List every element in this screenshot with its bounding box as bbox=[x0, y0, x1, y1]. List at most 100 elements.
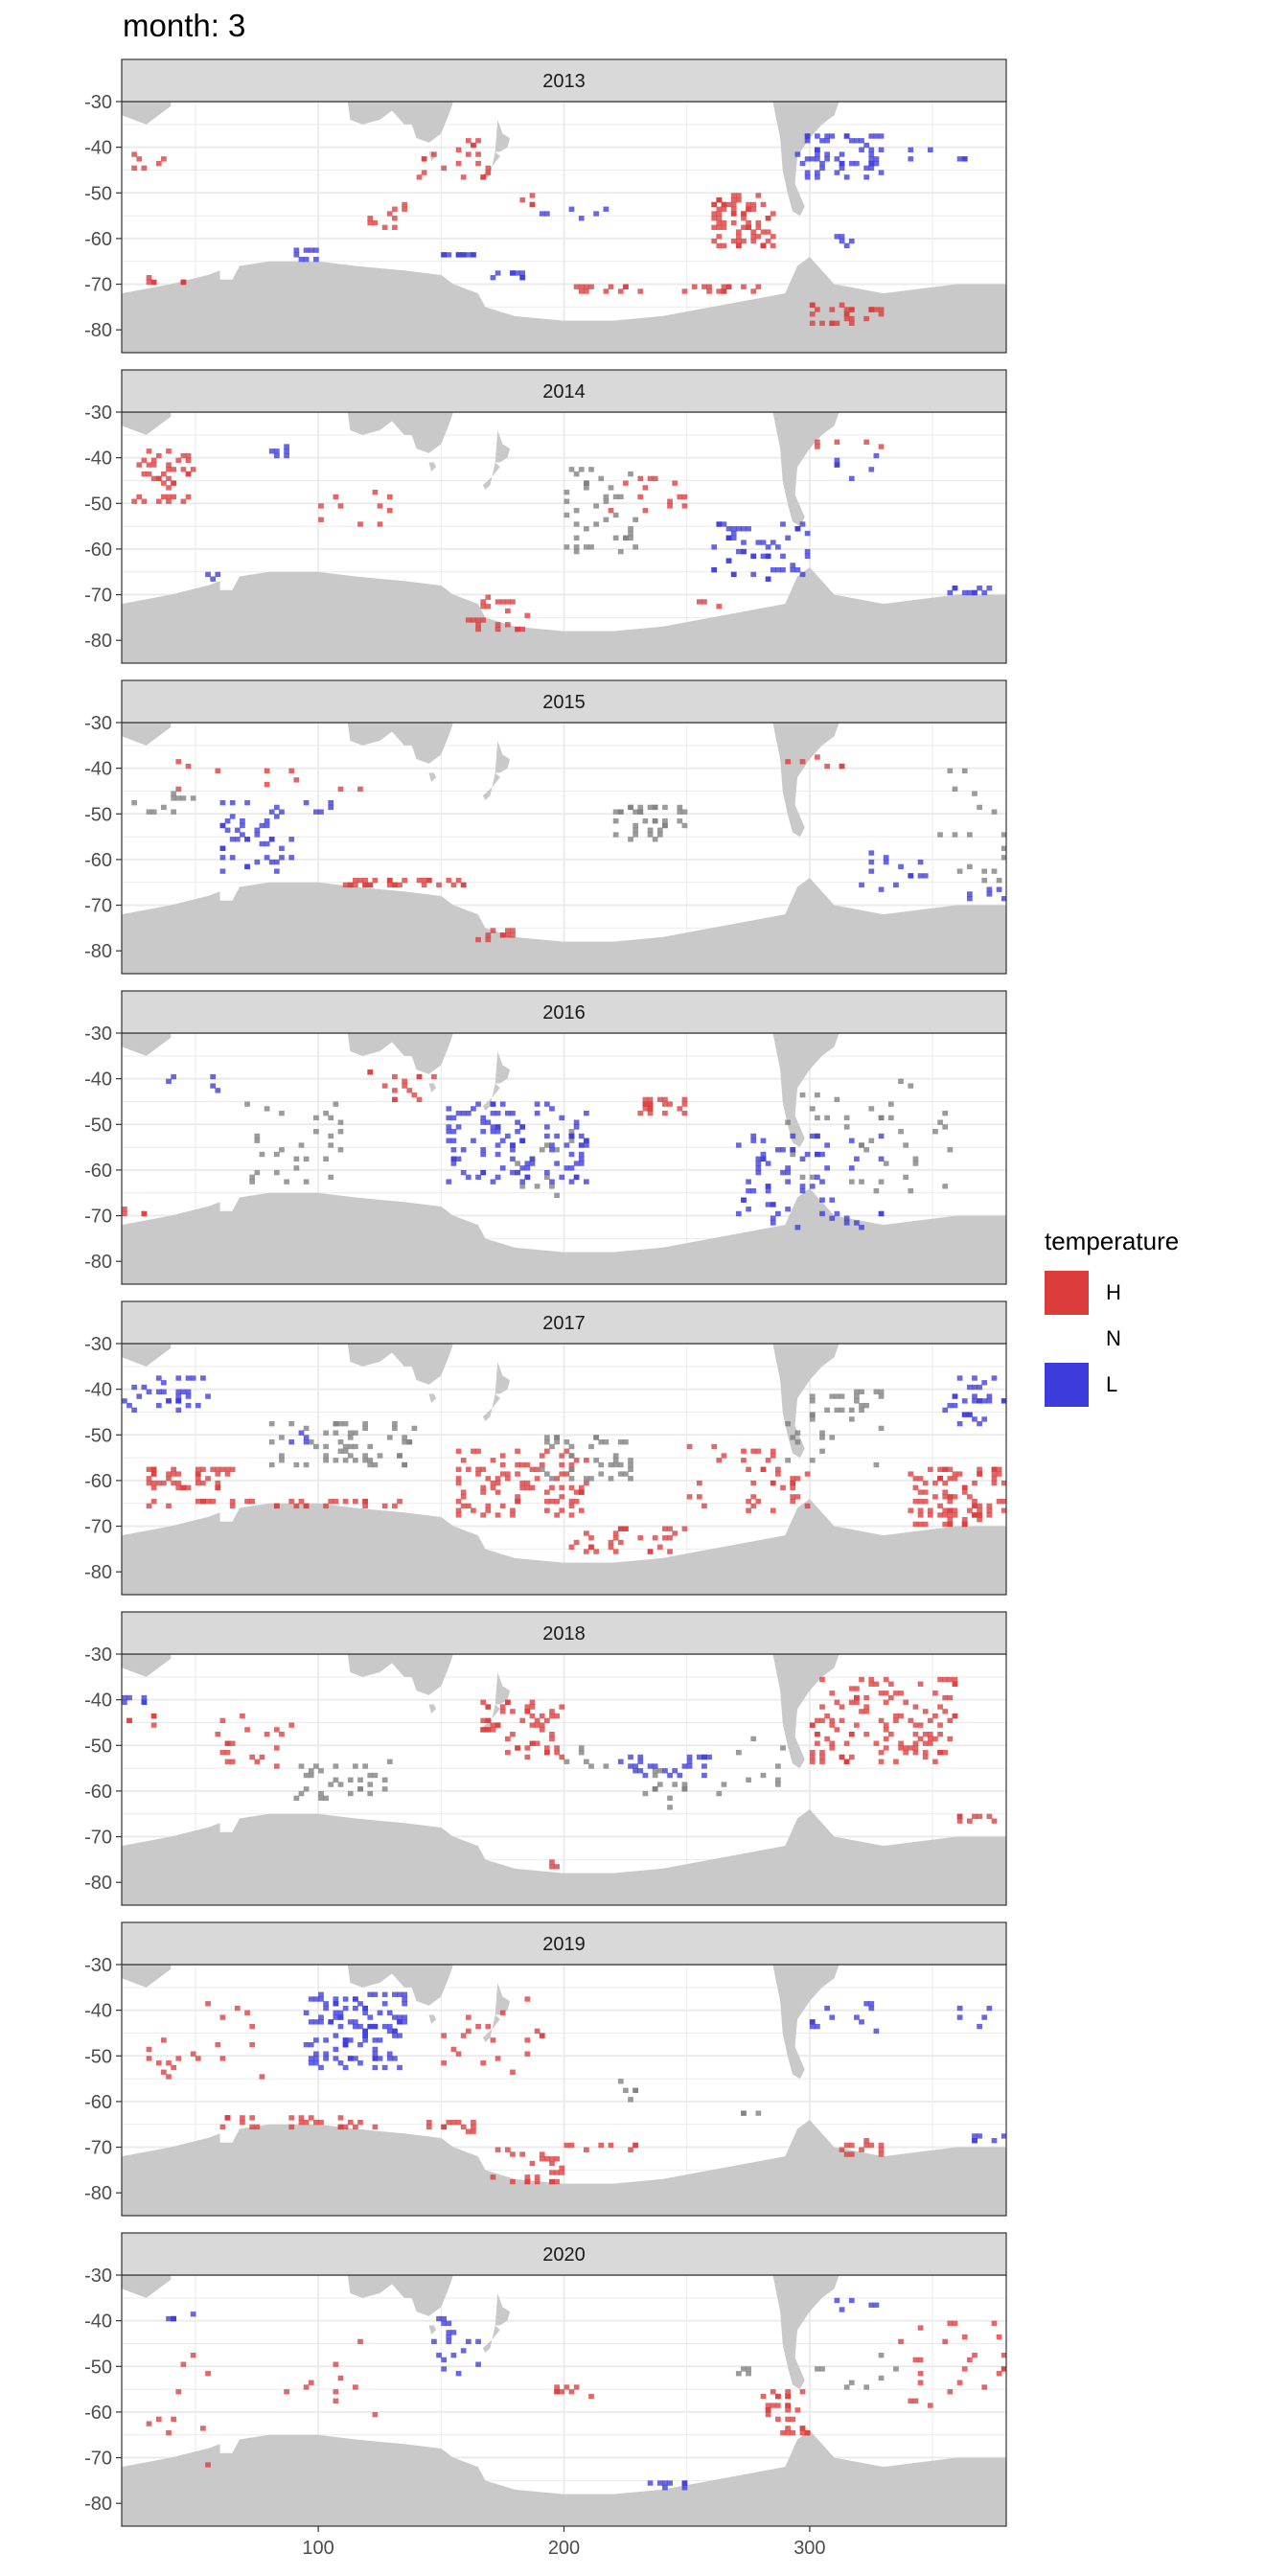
heat-cell-h bbox=[819, 320, 825, 327]
heat-cell-h bbox=[750, 238, 757, 244]
heat-cell-h bbox=[323, 1503, 329, 1509]
heat-cell-h bbox=[578, 1489, 585, 1495]
heat-cell-h bbox=[863, 1704, 870, 1710]
heat-cell-l bbox=[471, 252, 476, 258]
heat-cell-l bbox=[725, 535, 732, 540]
heat-cell-l bbox=[353, 1996, 358, 2002]
heat-cell-l bbox=[284, 444, 289, 449]
heat-cell-h bbox=[499, 932, 506, 938]
heat-cell-h bbox=[386, 508, 393, 514]
heat-cell-l bbox=[952, 1393, 958, 1399]
heat-cell-l bbox=[785, 1169, 791, 1176]
heat-cell-l bbox=[510, 1156, 516, 1162]
heat-cell-h bbox=[942, 1480, 949, 1486]
heat-cell-l bbox=[318, 809, 324, 815]
heat-cell-n bbox=[662, 818, 668, 824]
heat-cell-h bbox=[972, 1498, 978, 1505]
heat-cell-h bbox=[961, 1489, 968, 1495]
heat-cell-l bbox=[254, 859, 261, 865]
heat-cell-h bbox=[573, 2384, 580, 2390]
heat-cell-h bbox=[406, 1088, 413, 1093]
heat-cell-h bbox=[863, 1731, 870, 1737]
heat-cell-h bbox=[961, 2334, 968, 2340]
heat-cell-l bbox=[829, 133, 836, 139]
land-mass-0 bbox=[122, 1808, 1006, 1905]
heat-cell-n bbox=[903, 1142, 909, 1148]
heat-cell-h bbox=[534, 1722, 540, 1728]
heat-cell-h bbox=[952, 1494, 958, 1500]
heat-cell-h bbox=[161, 1480, 167, 1486]
heat-cell-h bbox=[883, 1676, 889, 1683]
heat-cell-l bbox=[362, 2010, 368, 2015]
heat-cell-l bbox=[815, 2023, 820, 2030]
heat-cell-n bbox=[937, 832, 943, 838]
heat-cell-h bbox=[485, 1727, 492, 1733]
heat-cell-l bbox=[774, 566, 781, 573]
heat-cell-l bbox=[288, 837, 295, 842]
heat-cell-l bbox=[200, 1375, 206, 1381]
heat-cell-l bbox=[785, 1179, 791, 1184]
heat-cell-h bbox=[770, 234, 776, 240]
heat-cell-l bbox=[171, 2315, 177, 2322]
facet-panel-2013: 2013-30-40-50-60-70-80 bbox=[84, 58, 1007, 354]
legend-key-l bbox=[1045, 1363, 1089, 1407]
heat-cell-h bbox=[947, 1494, 954, 1500]
heat-cell-n bbox=[981, 877, 988, 884]
heat-cell-l bbox=[475, 2361, 481, 2367]
heat-cell-h bbox=[171, 467, 177, 472]
heat-cell-l bbox=[815, 1174, 820, 1181]
heat-cell-n bbox=[824, 1115, 830, 1121]
heat-cell-n bbox=[623, 1439, 629, 1445]
heat-cell-n bbox=[298, 1763, 305, 1769]
heat-cell-l bbox=[760, 553, 767, 560]
heat-cell-h bbox=[515, 1471, 520, 1477]
heat-cell-l bbox=[298, 256, 305, 263]
y-tick-label: -70 bbox=[84, 1207, 112, 1228]
heat-cell-h bbox=[205, 1476, 211, 1482]
heat-cell-h bbox=[839, 302, 845, 308]
heat-cell-h bbox=[716, 216, 723, 221]
heat-cell-h bbox=[190, 2051, 196, 2057]
y-tick-label: -60 bbox=[84, 1161, 112, 1182]
facet-strip bbox=[121, 1611, 1007, 1655]
heat-cell-h bbox=[760, 1466, 767, 1472]
heat-cell-n bbox=[303, 1156, 310, 1162]
heat-cell-h bbox=[912, 1484, 919, 1491]
heat-cell-n bbox=[337, 1439, 344, 1445]
heat-cell-h bbox=[667, 1535, 673, 1541]
heat-cell-h bbox=[494, 626, 501, 632]
heat-cell-n bbox=[863, 1402, 870, 1409]
heat-cell-h bbox=[377, 521, 383, 527]
heat-cell-n bbox=[268, 1439, 275, 1445]
heat-cell-h bbox=[922, 1489, 929, 1495]
heat-cell-h bbox=[617, 1526, 624, 1531]
heat-cell-n bbox=[647, 832, 654, 838]
heat-cell-l bbox=[126, 1402, 132, 1409]
heat-cell-l bbox=[510, 1110, 516, 1116]
heat-cell-l bbox=[815, 151, 820, 157]
heat-cell-l bbox=[584, 1138, 589, 1143]
heat-cell-h bbox=[490, 2174, 496, 2180]
heat-cell-l bbox=[318, 2014, 324, 2020]
heat-cell-n bbox=[264, 1106, 270, 1112]
heat-cell-n bbox=[672, 1782, 678, 1787]
heat-cell-h bbox=[912, 1750, 919, 1756]
heat-cell-h bbox=[421, 170, 427, 175]
heat-cell-l bbox=[878, 170, 885, 175]
heat-cell-h bbox=[494, 2147, 501, 2152]
heat-cell-h bbox=[529, 1722, 536, 1728]
heat-cell-l bbox=[333, 2014, 339, 2020]
heat-cell-l bbox=[337, 2060, 344, 2066]
heat-cell-l bbox=[215, 1088, 221, 1093]
heat-cell-h bbox=[205, 2371, 211, 2377]
heat-cell-h bbox=[200, 1498, 206, 1505]
heat-cell-n bbox=[735, 1750, 742, 1756]
heat-cell-n bbox=[652, 804, 658, 811]
heat-cell-h bbox=[273, 1745, 280, 1751]
heat-cell-h bbox=[146, 448, 152, 454]
heat-cell-h bbox=[150, 1480, 157, 1486]
land-mass-3 bbox=[428, 1704, 437, 1714]
heat-cell-l bbox=[333, 2001, 339, 2007]
heat-cell-h bbox=[667, 1101, 673, 1107]
heat-cell-l bbox=[293, 247, 300, 253]
